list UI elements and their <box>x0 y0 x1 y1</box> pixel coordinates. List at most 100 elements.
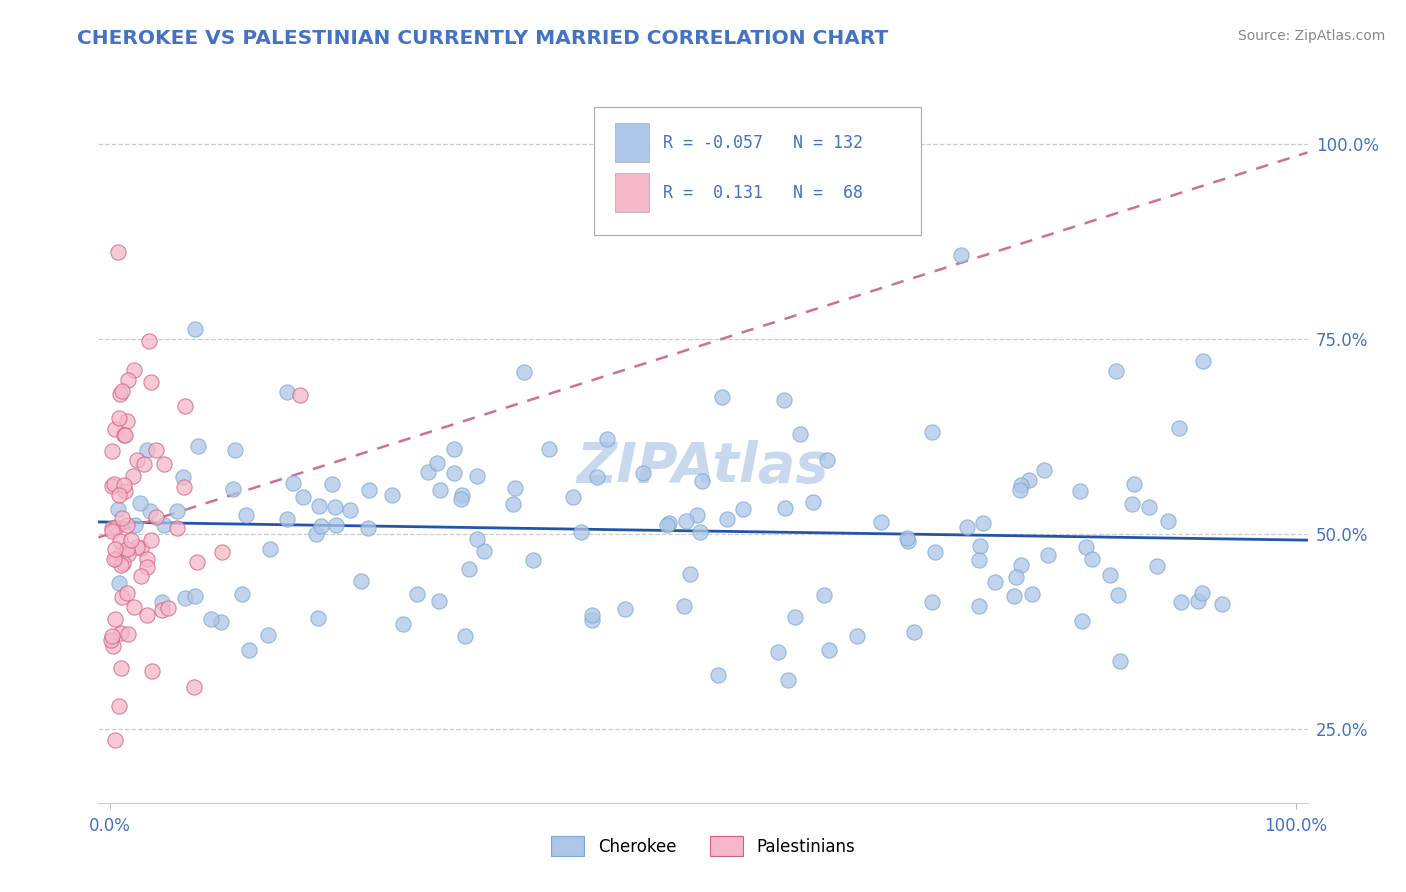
Point <box>1018 473 1040 487</box>
Point <box>288 388 311 402</box>
Point <box>1168 421 1191 435</box>
Point <box>1146 558 1168 573</box>
Point <box>707 668 730 682</box>
Point <box>675 514 697 528</box>
Point <box>1170 595 1192 609</box>
Point <box>1104 364 1126 378</box>
Point <box>110 660 132 674</box>
Text: R =  0.131   N =  68: R = 0.131 N = 68 <box>664 184 863 202</box>
Point <box>103 733 125 747</box>
Point <box>350 574 373 588</box>
Point <box>672 599 695 613</box>
Point <box>156 601 179 615</box>
Point <box>114 484 136 499</box>
Point <box>562 490 585 504</box>
Point <box>1191 354 1213 368</box>
Point <box>224 443 246 458</box>
Point <box>1121 497 1143 511</box>
Point <box>124 518 146 533</box>
Point <box>690 474 713 488</box>
Point <box>150 595 173 609</box>
Point <box>172 470 194 484</box>
Point <box>903 624 925 639</box>
Point <box>454 629 477 643</box>
Point <box>104 541 127 556</box>
Point <box>339 503 361 517</box>
Point <box>1081 552 1104 566</box>
Point <box>984 575 1007 590</box>
Point <box>114 428 136 442</box>
Point <box>586 470 609 484</box>
Point <box>153 458 176 472</box>
Point <box>257 628 280 642</box>
Point <box>115 518 138 533</box>
Point <box>845 629 868 643</box>
Point <box>969 539 991 553</box>
Point <box>1004 569 1026 583</box>
Point <box>426 456 449 470</box>
Point <box>921 425 943 439</box>
Point <box>1191 586 1213 600</box>
Point <box>321 476 343 491</box>
Point <box>429 483 451 497</box>
Point <box>200 612 222 626</box>
Point <box>117 547 139 561</box>
Point <box>1123 477 1146 491</box>
Point <box>173 480 195 494</box>
Point <box>173 591 195 606</box>
Point <box>108 576 131 591</box>
Point <box>281 476 304 491</box>
Point <box>1157 514 1180 528</box>
Point <box>117 373 139 387</box>
Point <box>100 633 122 648</box>
Point <box>1002 590 1025 604</box>
Point <box>125 540 148 554</box>
Point <box>458 562 481 576</box>
Point <box>135 442 157 457</box>
Point <box>183 681 205 695</box>
Point <box>107 244 129 259</box>
Point <box>104 551 127 566</box>
Point <box>813 589 835 603</box>
Point <box>211 544 233 558</box>
Point <box>1071 614 1094 628</box>
Point <box>451 488 474 502</box>
Point <box>292 490 315 504</box>
Point <box>101 443 124 458</box>
Point <box>222 483 245 497</box>
Point <box>238 643 260 657</box>
Point <box>1098 568 1121 582</box>
Point <box>443 442 465 456</box>
Point <box>1108 654 1130 668</box>
Point <box>305 527 328 541</box>
Point <box>1069 484 1091 499</box>
Point <box>1032 463 1054 477</box>
Point <box>773 500 796 515</box>
Point <box>111 591 134 605</box>
Point <box>141 664 163 678</box>
Point <box>897 534 920 549</box>
Point <box>276 384 298 399</box>
Point <box>231 587 253 601</box>
Point <box>416 466 439 480</box>
Point <box>357 521 380 535</box>
Point <box>103 552 125 566</box>
FancyBboxPatch shape <box>614 123 648 162</box>
Point <box>776 673 799 687</box>
Point <box>122 600 145 615</box>
Point <box>581 608 603 623</box>
Point <box>145 442 167 457</box>
Point <box>184 589 207 603</box>
Point <box>956 520 979 534</box>
Point <box>450 491 472 506</box>
Point <box>107 502 129 516</box>
Point <box>117 627 139 641</box>
Point <box>108 488 131 502</box>
Point <box>134 457 156 471</box>
Point <box>120 533 142 548</box>
Point <box>101 479 124 493</box>
Point <box>103 476 125 491</box>
Point <box>1036 549 1059 563</box>
Point <box>110 558 132 572</box>
Point <box>1010 477 1032 491</box>
